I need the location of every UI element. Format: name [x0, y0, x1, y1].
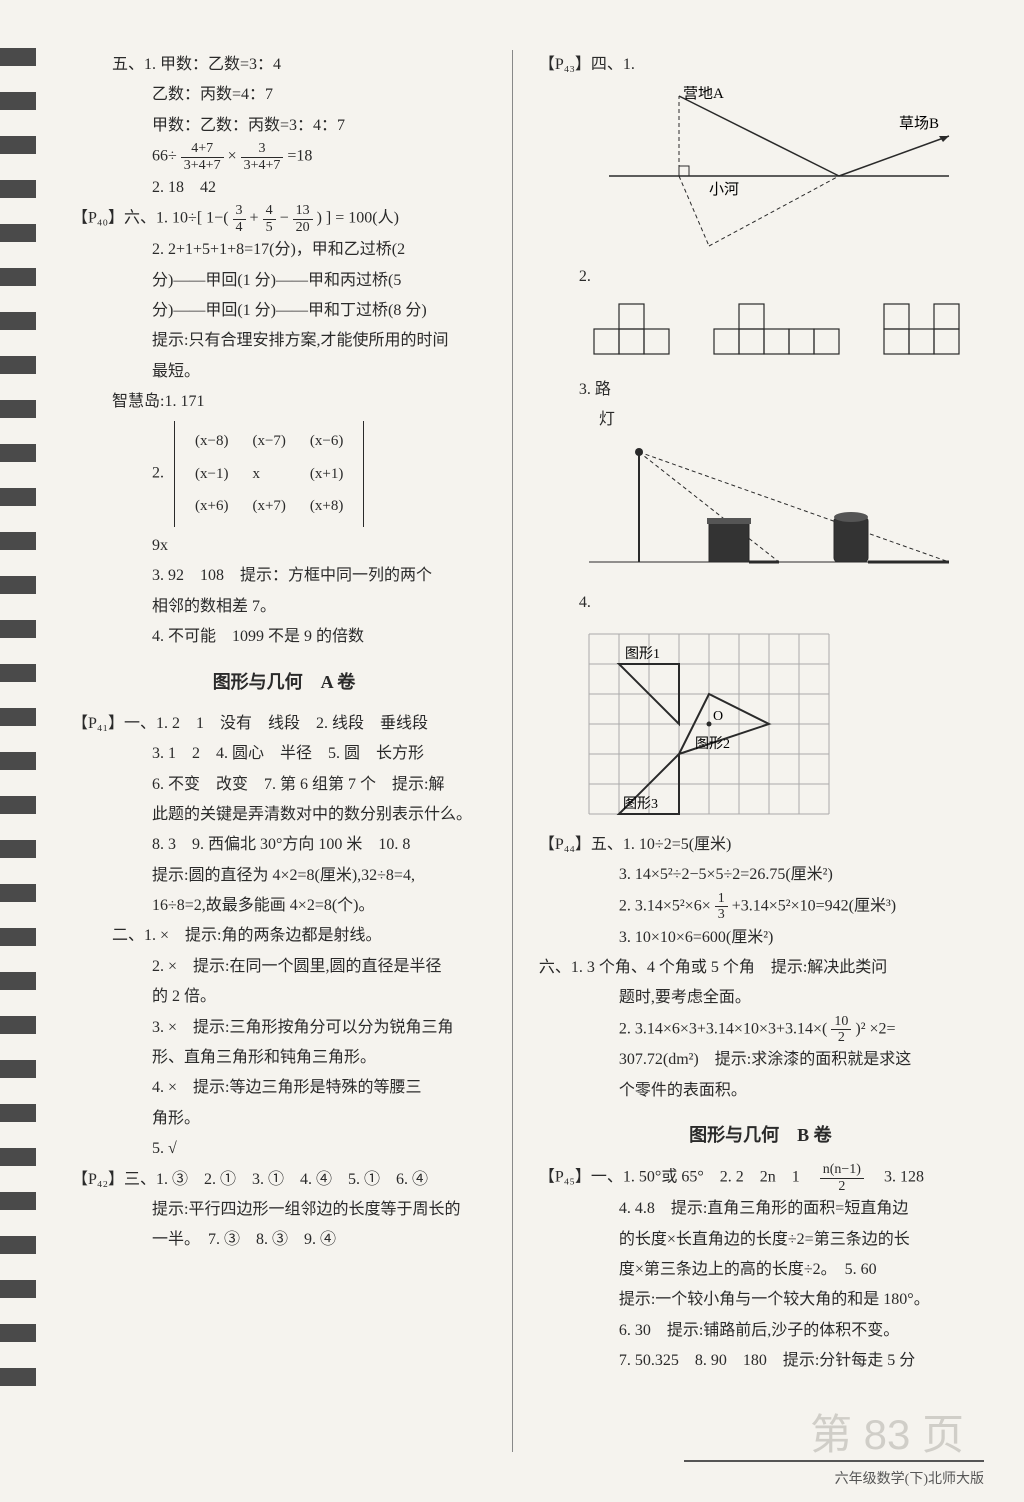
line: 甲数：乙数：丙数=3：4：7: [72, 111, 496, 141]
line: 此题的关键是弄清数对中的数分别表示什么。: [72, 800, 496, 830]
line: 16÷8=2,故最多能画 4×2=8(个)。: [72, 891, 496, 921]
line: 的长度×长直角边的长度÷2=第三条边的长: [539, 1225, 982, 1255]
svg-text:图形1: 图形1: [625, 646, 660, 662]
svg-text:草场B: 草场B: [899, 115, 939, 132]
line: 3. × 提示:三角形按角分可以分为锐角三角: [72, 1013, 496, 1043]
line: 【P₄₄】五、1. 10÷2=5(厘米): [539, 830, 982, 860]
line: 的 2 倍。: [72, 982, 496, 1012]
line: 8. 3 9. 西偏北 30°方向 100 米 10. 8: [72, 830, 496, 860]
line: 7. 50.325 8. 90 180 提示:分针每走 5 分: [539, 1346, 982, 1376]
svg-text:图形2: 图形2: [695, 736, 730, 752]
line: 2. 3.14×5²×6× 13 +3.14×5²×10=942(厘米³): [539, 891, 982, 923]
line: 度×第三条边上的高的长度÷2。 5. 60: [539, 1255, 982, 1285]
line: 提示:只有合理安排方案,才能使所用的时间: [72, 326, 496, 356]
line: 【P₄₁】一、1. 2 1 没有 线段 2. 线段 垂线段: [72, 709, 496, 739]
line: 3. 92 108 提示：方框中同一列的两个: [72, 561, 496, 591]
line: 2. 3.14×6×3+3.14×10×3+3.14×( 102 )² ×2=: [539, 1014, 982, 1046]
line: 4. × 提示:等边三角形是特殊的等腰三: [72, 1073, 496, 1103]
line: 相邻的数相差 7。: [72, 592, 496, 622]
svg-text:O: O: [713, 709, 723, 724]
line: 【P₄₀】六、1. 10÷[ 1−( 34 + 45 − 1320 ) ] = …: [72, 203, 496, 235]
line: 4. 不可能 1099 不是 9 的倍数: [72, 622, 496, 652]
line: 分)——甲回(1 分)——甲和丁过桥(8 分): [72, 296, 496, 326]
matrix-row: 2. (x−8)(x−7)(x−6) (x−1)x(x+1) (x+6)(x+7…: [72, 417, 496, 531]
line: 乙数：丙数=4：7: [72, 80, 496, 110]
line: 6. 30 提示:铺路前后,沙子的体积不变。: [539, 1316, 982, 1346]
line: 3. 路 灯: [539, 375, 982, 436]
line: 2. × 提示:在同一个圆里,圆的直径是半径: [72, 952, 496, 982]
right-column: 【P₄₃】四、1. 营地A 草场B 小河 2.: [527, 50, 994, 1452]
svg-text:小河: 小河: [709, 181, 739, 198]
left-column: 五、1. 甲数：乙数=3：4 乙数：丙数=4：7 甲数：乙数：丙数=3：4：7 …: [60, 50, 508, 1452]
line: 一半。 7. ③ 8. ③ 9. ④: [72, 1225, 496, 1255]
line: 【P₄₅】一、1. 50°或 65° 2. 2 2n 1 n(n−1)2 3. …: [539, 1162, 982, 1194]
svg-text:图形3: 图形3: [623, 796, 658, 812]
line: 3. 14×5²÷2−5×5÷2=26.75(厘米²): [539, 860, 982, 890]
line: 307.72(dm²) 提示:求涂漆的面积就是求这: [539, 1045, 982, 1075]
line: 【P₄₃】四、1.: [539, 50, 982, 80]
column-divider: [512, 50, 513, 1452]
line: 智慧岛:1. 171: [72, 387, 496, 417]
line: 提示:平行四边形一组邻边的长度等于周长的: [72, 1195, 496, 1225]
section-title-b: 图形与几何 B 卷: [539, 1118, 982, 1152]
line: 提示:圆的直径为 4×2=8(厘米),32÷8=4,: [72, 861, 496, 891]
line: 题时,要考虑全面。: [539, 983, 982, 1013]
line: 6. 不变 改变 7. 第 6 组第 7 个 提示:解: [72, 770, 496, 800]
line: 9x: [72, 531, 496, 561]
line: 【P₄₂】三、1. ③ 2. ① 3. ① 4. ④ 5. ① 6. ④: [72, 1165, 496, 1195]
line: 提示:一个较小角与一个较大角的和是 180°。: [539, 1285, 982, 1315]
line: 3. 1 2 4. 圆心 半径 5. 圆 长方形: [72, 739, 496, 769]
line: 分)——甲回(1 分)——甲和丙过桥(5: [72, 266, 496, 296]
figure-streetlamp: [579, 442, 959, 582]
line: 二、1. × 提示:角的两条边都是射线。: [72, 921, 496, 951]
section-title-a: 图形与几何 A 卷: [72, 665, 496, 699]
line: 角形。: [72, 1104, 496, 1134]
page-watermark: 第 83 页: [810, 1401, 964, 1462]
line: 个零件的表面积。: [539, 1076, 982, 1106]
line: 3. 10×10×6=600(厘米²): [539, 923, 982, 953]
line: 4. 4.8 提示:直角三角形的面积=短直角边: [539, 1194, 982, 1224]
line: 2. 18 42: [72, 173, 496, 203]
line: 最短。: [72, 357, 496, 387]
line: 2. 2+1+5+1+8=17(分)，甲和乙过桥(2: [72, 235, 496, 265]
line: 五、1. 甲数：乙数=3：4: [72, 50, 496, 80]
svg-text:营地A: 营地A: [683, 86, 724, 102]
figure-grid-shapes: 图形1 O 图形2 图形3: [579, 624, 839, 824]
line: 4.: [539, 588, 982, 618]
line: 六、1. 3 个角、4 个角或 5 个角 提示:解决此类问: [539, 953, 982, 983]
line: 5. √: [72, 1134, 496, 1164]
line: 2.: [539, 262, 982, 292]
figure-camp-river: 营地A 草场B 小河: [579, 86, 959, 256]
figure-polyominoes: [589, 299, 982, 369]
page-footer: 六年级数学(下)北师大版: [684, 1460, 984, 1488]
line: 形、直角三角形和钝角三角形。: [72, 1043, 496, 1073]
line: 66÷ 4+73+4+7 × 33+4+7 =18: [72, 141, 496, 173]
